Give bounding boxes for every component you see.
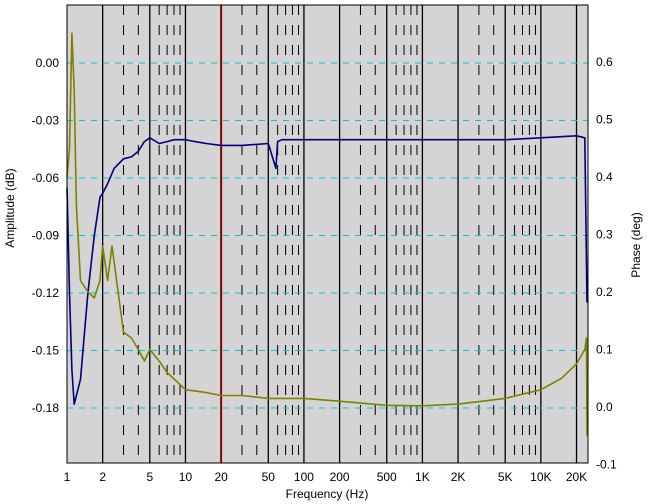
plot-area — [66, 4, 589, 464]
plot-frame — [66, 4, 589, 464]
x-tick-label: 500 — [377, 470, 397, 484]
x-tick-label: 200 — [330, 470, 350, 484]
y-right-tick-label: 0.1 — [596, 343, 613, 357]
y-left-tick-labels: 0.00 -0.03 -0.06 -0.09 -0.12 -0.15 -0.18 — [32, 56, 60, 415]
y-right-tick-label: 0.6 — [596, 55, 613, 69]
y-right-tick-label: 0.5 — [596, 113, 613, 127]
y-left-tick-label: 0.00 — [36, 56, 60, 70]
y-left-axis-title: Amplitude (dB) — [3, 168, 17, 247]
y-right-tick-label: 0.3 — [596, 228, 613, 242]
y-left-tick-label: -0.18 — [32, 401, 60, 415]
y-left-tick-label: -0.03 — [32, 114, 60, 128]
x-tick-label: 50 — [262, 470, 276, 484]
x-tick-label: 10K — [530, 470, 551, 484]
x-tick-label: 100 — [294, 470, 314, 484]
x-tick-labels: 1 2 5 10 20 50 100 200 500 1K 2K 5K 10K 20K — [64, 470, 588, 484]
x-tick-label: 5K — [498, 470, 513, 484]
grid — [67, 5, 588, 463]
y-right-tick-label: 0.4 — [596, 170, 613, 184]
y-left-tick-label: -0.12 — [32, 286, 60, 300]
amplitude-series-line — [66, 135, 588, 406]
y-right-tick-label: -0.1 — [596, 458, 617, 472]
x-tick-label: 1 — [64, 470, 71, 484]
series-group — [66, 32, 588, 436]
y-right-axis-title: Phase (deg) — [629, 212, 643, 277]
y-right-tick-label: 0.2 — [596, 285, 613, 299]
y-right-tick-label: 0.0 — [596, 400, 613, 414]
x-tick-label: 2K — [451, 470, 466, 484]
x-tick-label: 20 — [214, 470, 228, 484]
x-axis-title: Frequency (Hz) — [286, 487, 369, 501]
x-tick-label: 1K — [415, 470, 430, 484]
y-left-tick-label: -0.15 — [32, 344, 60, 358]
x-tick-label: 10 — [179, 470, 193, 484]
y-left-tick-label: -0.06 — [32, 171, 60, 185]
x-tick-label: 20K — [566, 470, 587, 484]
phase-series-line — [66, 32, 588, 436]
y-right-tick-labels: 0.6 0.5 0.4 0.3 0.2 0.1 0.0 -0.1 — [596, 55, 617, 472]
y-left-tick-label: -0.09 — [32, 229, 60, 243]
x-tick-label: 2 — [99, 470, 106, 484]
x-tick-label: 5 — [146, 470, 153, 484]
